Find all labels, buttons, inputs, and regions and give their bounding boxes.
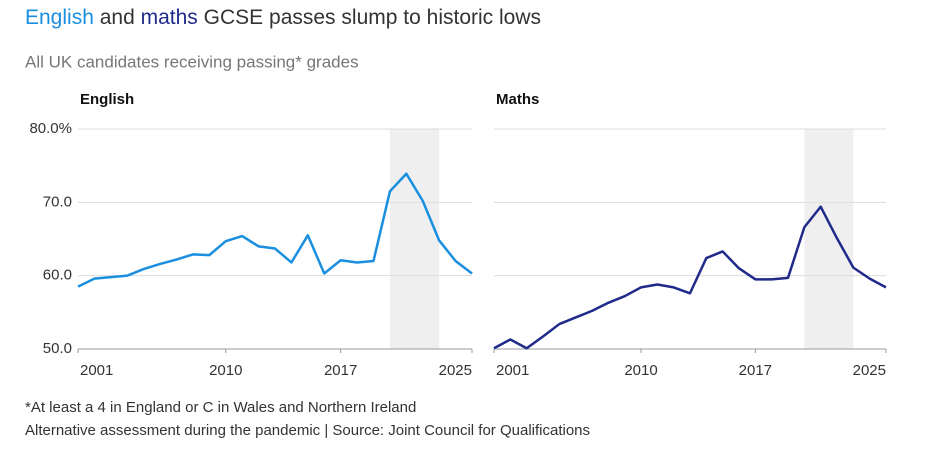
subtitle: All UK candidates receiving passing* gra… <box>25 52 359 71</box>
footnote: *At least a 4 in England or C in Wales a… <box>25 399 416 416</box>
data-line <box>493 205 887 350</box>
y-tick-label: 50.0 <box>43 340 72 357</box>
source-note: Alternative assessment during the pandem… <box>25 422 590 439</box>
x-tick-label: 2001 <box>496 362 529 379</box>
x-tick-label: 2001 <box>80 362 113 379</box>
data-line <box>77 172 473 288</box>
x-tick-label: 2017 <box>324 362 357 379</box>
pandemic-shade <box>389 129 440 349</box>
x-tick-label: 2025 <box>439 362 472 379</box>
x-tick-label: 2017 <box>739 362 772 379</box>
y-tick-label: 60.0 <box>43 267 72 284</box>
y-tick-label: 80.0% <box>29 120 72 137</box>
x-tick-label: 2010 <box>209 362 242 379</box>
x-tick-label: 2025 <box>853 362 886 379</box>
x-tick-label: 2010 <box>624 362 657 379</box>
y-tick-label: 70.0 <box>43 193 72 210</box>
panel-title: Maths <box>496 91 539 108</box>
pandemic-shade <box>804 129 854 349</box>
chart-title: English and maths GCSE passes slump to h… <box>25 6 541 29</box>
panel-title: English <box>80 91 134 108</box>
